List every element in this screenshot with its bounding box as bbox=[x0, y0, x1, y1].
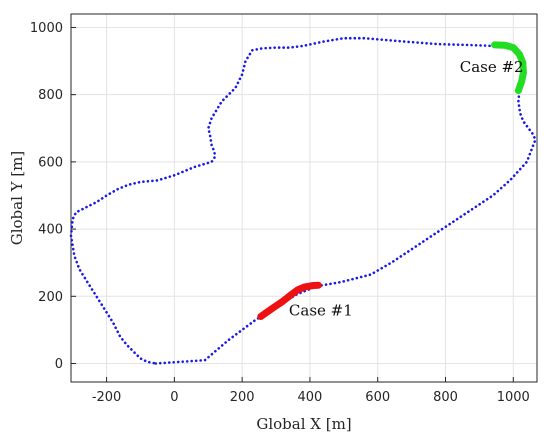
annotations: Case #1 Case #2 bbox=[289, 58, 524, 320]
x-tick-label: -200 bbox=[92, 390, 122, 405]
x-tick-label: 600 bbox=[365, 390, 390, 405]
case-1-segment bbox=[257, 281, 322, 320]
x-tick-label: 800 bbox=[433, 390, 458, 405]
annotation-label: Case #1 bbox=[289, 301, 353, 319]
annotation-label: Case #2 bbox=[460, 58, 524, 76]
y-tick-label: 200 bbox=[38, 290, 63, 305]
case-2-segment bbox=[491, 41, 527, 95]
series-group bbox=[69, 36, 537, 365]
x-tick-label: 0 bbox=[170, 390, 178, 405]
y-tick-label: 600 bbox=[38, 155, 63, 170]
axes bbox=[70, 13, 538, 383]
x-tick-label: 400 bbox=[298, 390, 323, 405]
y-axis-title: Global Y [m] bbox=[8, 151, 26, 246]
plot-frame bbox=[70, 13, 538, 383]
x-axis-title: Global X [m] bbox=[256, 415, 351, 433]
track-line bbox=[69, 36, 537, 365]
y-tick-label: 1000 bbox=[30, 21, 63, 36]
y-tick-label: 0 bbox=[55, 357, 63, 372]
y-tick-label: 400 bbox=[38, 223, 63, 238]
y-tick-label: 800 bbox=[38, 88, 63, 103]
x-tick-label: 1000 bbox=[497, 390, 530, 405]
tick-labels: -200 0 200 400 600 800 1000 0 200 400 600 800 1000 bbox=[30, 21, 530, 405]
x-tick-label: 200 bbox=[230, 390, 255, 405]
